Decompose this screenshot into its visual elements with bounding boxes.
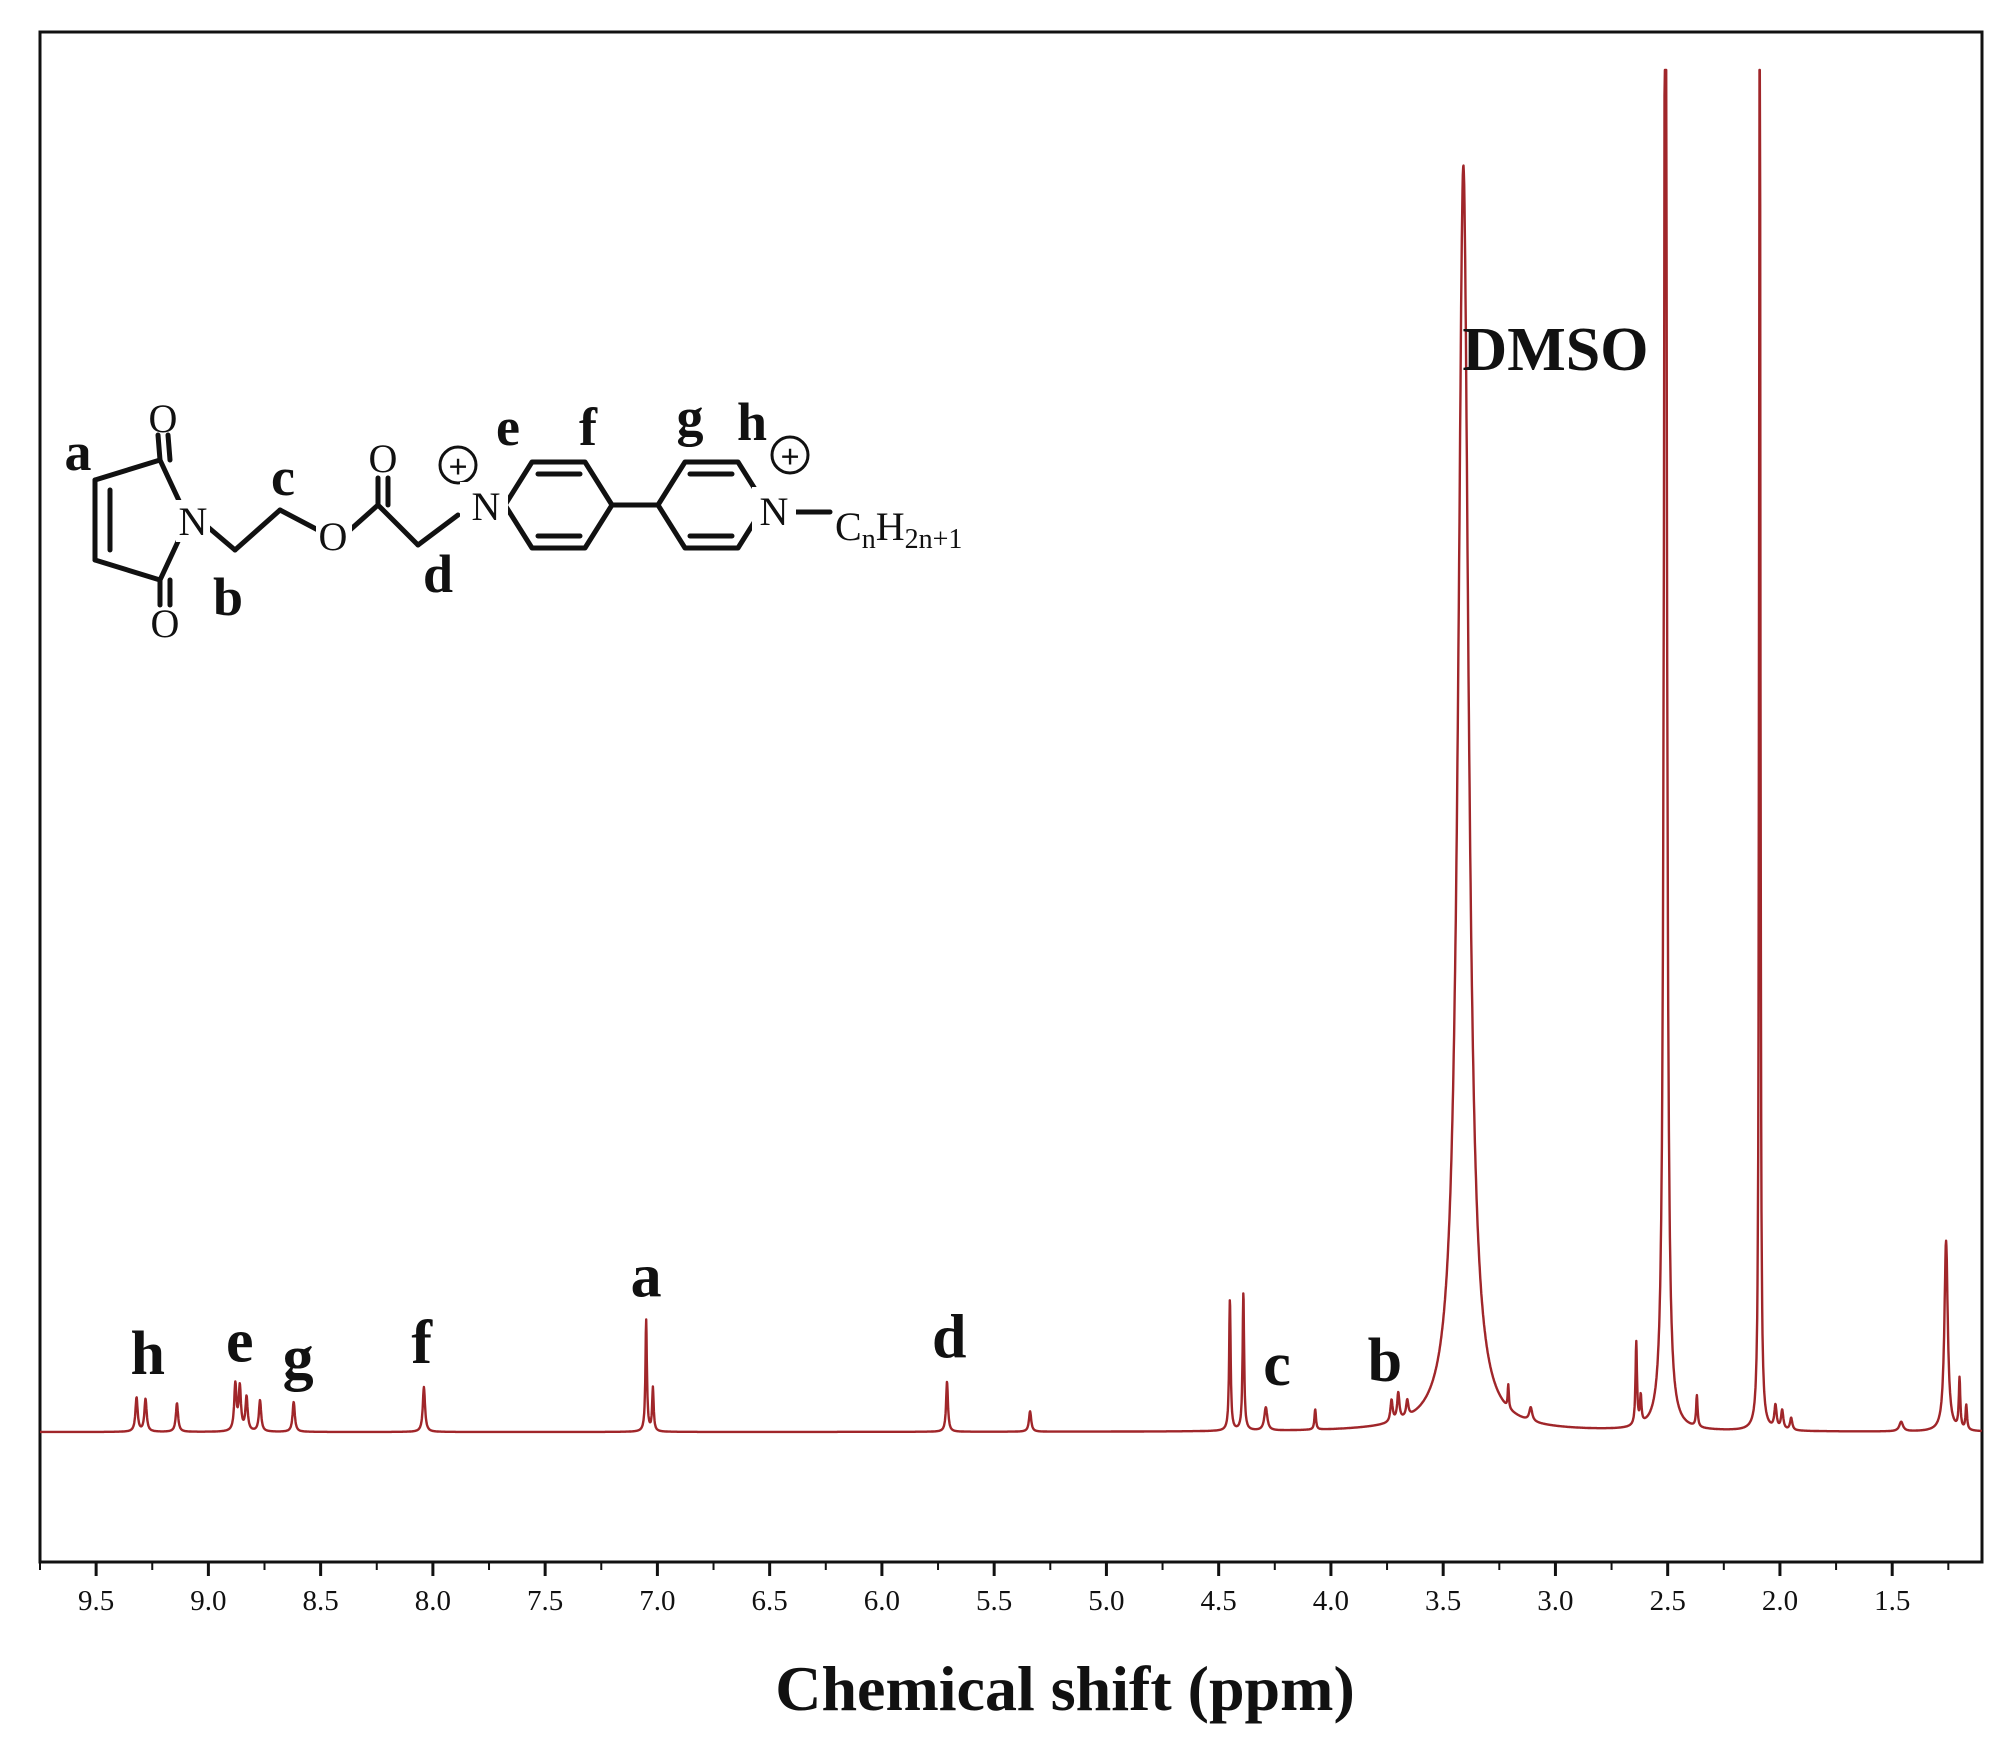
x-tick-label: 7.0	[639, 1585, 675, 1617]
bond	[92, 457, 163, 483]
peak-label-c: c	[1263, 1331, 1291, 1399]
x-tick-label: 5.0	[1088, 1585, 1124, 1617]
plot-frame	[38, 30, 1984, 1564]
charge-circle-left	[438, 445, 478, 485]
atom-mask	[752, 487, 796, 533]
x-tick-label: 4.5	[1201, 1585, 1237, 1617]
bond	[165, 432, 173, 463]
atom-o-ester: O	[319, 514, 348, 559]
bond	[232, 507, 283, 553]
structure-letters: a b c d e f g h	[65, 387, 768, 627]
atom-n-left: N	[472, 484, 501, 529]
struct-label-c: c	[271, 447, 295, 507]
x-axis-ticks: 9.5 9.0 8.5 8.0 7.5 7.0 6.5 6.0 5.5 5.0 4.5 4.0 3.5 3…	[39, 1562, 1950, 1617]
peak-label-f: f	[411, 1309, 433, 1377]
chemical-structure	[92, 432, 833, 608]
peak-label-a: a	[631, 1242, 662, 1310]
x-axis-title: Chemical shift (ppm)	[775, 1653, 1355, 1724]
bond	[92, 557, 163, 583]
atom-mask	[316, 515, 352, 557]
struct-label-b: b	[213, 567, 243, 627]
x-tick-label: 6.0	[864, 1585, 900, 1617]
x-tick-label: 2.5	[1650, 1585, 1686, 1617]
struct-label-d: d	[423, 544, 453, 604]
x-tick-label: 2.0	[1762, 1585, 1798, 1617]
peak-label-g: g	[283, 1324, 314, 1392]
x-tick-label: 3.0	[1537, 1585, 1573, 1617]
x-tick-label: 9.5	[78, 1585, 114, 1617]
peak-label-dmso: DMSO	[1462, 316, 1648, 384]
struct-label-a: a	[65, 422, 92, 482]
atom-n-imide: N	[179, 499, 208, 544]
peak-label-d: d	[932, 1304, 966, 1372]
peak-label-b: b	[1368, 1327, 1402, 1395]
x-tick-label: 4.0	[1313, 1585, 1349, 1617]
x-tick-label: 8.0	[415, 1585, 451, 1617]
x-tick-label: 6.5	[752, 1585, 788, 1617]
charge-sign-right: +	[780, 439, 799, 476]
atom-o-bottom: O	[151, 601, 180, 646]
x-tick-label: 5.5	[976, 1585, 1012, 1617]
atom-mask	[460, 482, 508, 528]
x-tick-label: 7.5	[527, 1585, 563, 1617]
bond	[415, 512, 461, 548]
atom-o-top: O	[149, 396, 178, 441]
struct-label-e: e	[496, 397, 520, 457]
struct-label-f: f	[579, 397, 598, 457]
peak-label-h: h	[131, 1320, 165, 1388]
bond	[277, 507, 321, 533]
bond	[347, 502, 381, 533]
x-tick-label: 3.5	[1425, 1585, 1461, 1617]
atom-labels: O O N O O N N + + CnH2n+1	[149, 396, 963, 646]
bond	[375, 502, 421, 548]
atom-mask	[176, 500, 210, 542]
charge-sign-left: +	[448, 449, 467, 486]
x-tick-label: 8.5	[303, 1585, 339, 1617]
atom-o-carbonyl: O	[369, 436, 398, 481]
peak-label-e: e	[226, 1308, 254, 1376]
alkyl-chain: CnH2n+1	[835, 504, 962, 555]
atom-n-right: N	[760, 489, 789, 534]
x-tick-label: 1.5	[1874, 1585, 1910, 1617]
bond	[155, 432, 163, 463]
charge-circle-right	[770, 435, 810, 475]
x-tick-label: 9.0	[190, 1585, 226, 1617]
spectrum-trace	[39, 68, 1983, 1434]
struct-label-h: h	[737, 392, 767, 452]
struct-label-g: g	[677, 387, 704, 447]
